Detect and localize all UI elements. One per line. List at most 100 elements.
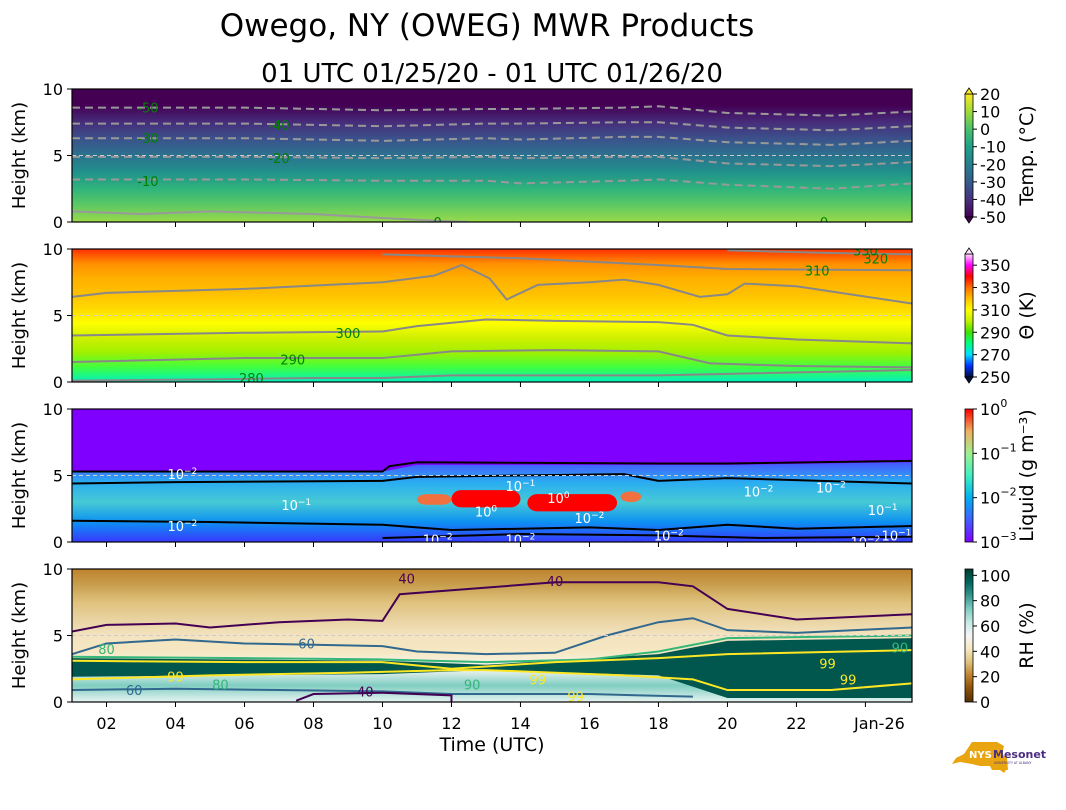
x-tick-label: 10: [372, 714, 392, 733]
y-axis-label: Height (km): [9, 422, 30, 529]
contour-line-0: [72, 210, 469, 222]
logo-university: UNIVERSITY AT ALBANY: [994, 761, 1032, 765]
contour-line-40: [295, 691, 453, 702]
colorbar-tick-exponent: −3: [1000, 530, 1016, 543]
contour-label-exponent: −1: [298, 498, 311, 508]
y-tick-label: 10: [43, 560, 63, 579]
liquid-maximum: [620, 491, 642, 503]
colorbar-extend-min-icon: [964, 216, 974, 224]
contour-label: 10−2: [423, 532, 453, 548]
contour-label: 60: [298, 637, 315, 652]
colorbar-tick-label: -50: [980, 208, 1006, 227]
contour-label-base: 10: [167, 520, 184, 535]
contour-line-310: [382, 253, 912, 272]
contour-label: -10: [137, 175, 158, 190]
contour-label: 280: [239, 372, 264, 387]
y-tick-label: 5: [53, 147, 63, 166]
liquid-maximum: [451, 490, 521, 508]
contour-label-exponent: −1: [898, 528, 911, 538]
colorbar-tick-label: 40: [980, 642, 1000, 661]
contour-label-exponent: −2: [833, 480, 846, 490]
contour-label: 0: [820, 216, 828, 231]
contour-label-base: 10: [506, 480, 523, 495]
contour-label: 320: [863, 252, 888, 267]
contour-label-base: 10: [547, 492, 564, 507]
colorbar-tick-label: 270: [980, 346, 1011, 365]
contour-label: 10−2: [744, 484, 774, 500]
colorbar-tick-label: 80: [980, 592, 1000, 611]
logo-mesonet: Mesonet: [993, 748, 1046, 761]
contour-label: 60: [126, 684, 143, 699]
y-tick-label: 0: [53, 693, 63, 712]
x-tick-label: 08: [303, 714, 323, 733]
colorbar-tick-base: 10: [980, 444, 1000, 463]
contour-label: 90: [464, 679, 481, 694]
contour-label-base: 10: [654, 529, 671, 544]
contour-label-base: 10: [423, 533, 440, 548]
colorbar-tick-label: 0: [980, 120, 990, 139]
colorbar-tick-label: 10−3: [980, 530, 1017, 552]
contour-label: 40: [398, 572, 415, 587]
colorbar-tick-label: 290: [980, 323, 1011, 342]
contour-label: -50: [137, 102, 158, 117]
contour-label: 10−2: [654, 528, 684, 544]
x-tick-label: 12: [441, 714, 461, 733]
colorbar-bar: [964, 568, 974, 703]
contour-label-exponent: −2: [184, 519, 197, 529]
contour-label: 80: [98, 643, 115, 658]
x-tick-label: 16: [579, 714, 599, 733]
contour-label: 10−1: [506, 479, 536, 495]
colorbar-tick-label: 10−2: [980, 486, 1017, 508]
contour-label: 40: [357, 685, 374, 700]
colorbar-bar: [964, 93, 974, 218]
y-tick-label: 10: [43, 80, 63, 99]
y-tick-label: 5: [53, 307, 63, 326]
contour-label-base: 10: [506, 533, 523, 548]
colorbar-extend-min-icon: [964, 376, 974, 384]
y-tick-label: 0: [53, 533, 63, 552]
figure-title: Owego, NY (OWEG) MWR Products: [220, 8, 755, 44]
contour-line--20: [72, 155, 912, 168]
x-tick-label: Jan-26: [853, 714, 905, 733]
plot-area: 40 40 60 80 99 80 60 40 99 99 99 90 99 90: [72, 572, 912, 702]
colorbar-tick-label: 10: [980, 103, 1000, 122]
y-tick-label: 10: [43, 400, 63, 419]
y-tick-label: 5: [53, 627, 63, 646]
contour-line-80: [72, 634, 912, 664]
panel-relative-humidity: 40 40 60 80 99 80 60 40 99 99 99 90 99 90 0 5 10 Height (…: [9, 560, 1038, 733]
y-tick-label: 5: [53, 467, 63, 486]
colorbar-label: Liquid (g m⁻³): [1016, 409, 1038, 541]
colorbar-tick-label: 20: [980, 668, 1000, 687]
contour-label: 330: [853, 244, 878, 259]
contour-line--40: [72, 121, 912, 132]
colorbar-tick-label: 10−1: [980, 441, 1017, 463]
contour-line--10: [72, 178, 912, 190]
y-tick-label: 0: [53, 373, 63, 392]
y-axis-label: Height (km): [9, 262, 30, 369]
contour-label: 10−1: [882, 528, 912, 544]
contour-line-310: [72, 263, 912, 305]
x-axis-label: Time (UTC): [438, 734, 544, 756]
colorbar-label: Temp. (°C): [1016, 105, 1038, 206]
contour-label-exponent: −2: [522, 532, 535, 542]
contour-label-base: 10: [851, 536, 868, 551]
contour-line-290: [72, 349, 912, 369]
colorbar-tick-label: -40: [980, 190, 1006, 209]
plot-area: -50 -40 -30 -20 -10 0 0: [72, 102, 912, 231]
colorbar-tick-base: 10: [980, 489, 1000, 508]
contour-label: 10−2: [851, 535, 881, 551]
colorbar-tick-label: 250: [980, 368, 1011, 387]
contour-label-exponent: −2: [591, 511, 604, 521]
colorbar-tick-label: -30: [980, 173, 1006, 192]
contour-line-280: [72, 369, 912, 382]
contour-line-320: [727, 249, 912, 256]
contour-label: 310: [805, 264, 830, 279]
logo-nys: NYS: [969, 750, 992, 761]
contour-line-0p1: [382, 533, 912, 540]
contour-label: 290: [280, 353, 305, 368]
